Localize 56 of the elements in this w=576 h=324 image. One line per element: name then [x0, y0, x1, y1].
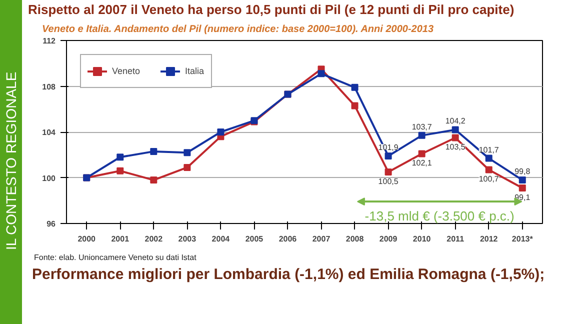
x-tick-label: 2012	[480, 234, 498, 244]
point	[116, 154, 124, 161]
x-tick-label: 2013*	[512, 234, 534, 244]
data-label: 100,5	[378, 177, 399, 186]
point	[518, 176, 526, 184]
point	[351, 102, 358, 110]
x-tick-label: 2009	[379, 234, 398, 244]
x-tick-label: 2001	[111, 234, 130, 244]
y-tick-label: 108	[42, 82, 56, 92]
data-label: 101,9	[378, 143, 399, 152]
source-note: Fonte: elab. Unioncamere Veneto su dati Istat	[34, 253, 196, 262]
x-tick-label: 2010	[412, 234, 432, 244]
y-tick-label: 100	[42, 174, 56, 183]
x-tick-label: 2011	[446, 234, 465, 244]
data-label: 102,1	[412, 158, 432, 168]
text: IL CONTESTO REGIONALE	[3, 72, 19, 250]
point	[384, 152, 392, 160]
data-label: 103,7	[412, 122, 432, 132]
x-tick-label: 2007	[312, 234, 331, 244]
data-label: 104,2	[445, 116, 466, 126]
point	[116, 167, 124, 174]
point	[418, 132, 426, 139]
point	[351, 84, 358, 91]
y-tick-label: 104	[42, 128, 56, 137]
point	[485, 166, 492, 174]
data-label: 100,7	[478, 174, 500, 184]
annotation: -13,5 mld € (-3.500 € p.c.)	[364, 208, 514, 224]
point	[150, 176, 158, 184]
x-tick-label: 2000	[78, 234, 96, 244]
point	[518, 184, 526, 192]
text: Performance migliori per Lombardia (-1,1%) ed Emilia Romagna (-1,5%);	[32, 266, 545, 283]
y-tick-label: 96	[46, 220, 56, 228]
x-tick-label: 2003	[178, 234, 197, 244]
point	[452, 126, 459, 134]
x-tick-label: 2004	[212, 234, 230, 244]
x-tick-label: 2002	[144, 234, 164, 244]
point	[485, 154, 492, 162]
point	[384, 168, 392, 176]
x-tick-label: 2005	[245, 234, 264, 244]
point	[184, 164, 191, 171]
chart-title: Rispetto al 2007 il Veneto ha perso 10,5 punti di Pil (e 12 punti di Pil pro capite)	[28, 2, 514, 17]
data-label: 103,5	[445, 142, 466, 152]
point	[150, 148, 158, 155]
x-tick-label: 2008	[346, 234, 364, 244]
x-tick-label: 2006	[278, 234, 298, 244]
chart-subtitle: Veneto e Italia. Andamento del Pil (numero indice: base 2000=100). Anni 2000-2013	[42, 24, 434, 35]
legend-label: Italia	[185, 66, 206, 76]
point	[452, 134, 459, 142]
point	[184, 149, 191, 156]
point	[217, 128, 224, 136]
y-tick-label: 112	[42, 36, 56, 46]
point	[318, 70, 325, 78]
legend-label: Veneto	[112, 66, 140, 76]
data-label: 99,8	[514, 167, 531, 176]
point	[418, 150, 426, 158]
data-label: 101,7	[478, 145, 500, 154]
